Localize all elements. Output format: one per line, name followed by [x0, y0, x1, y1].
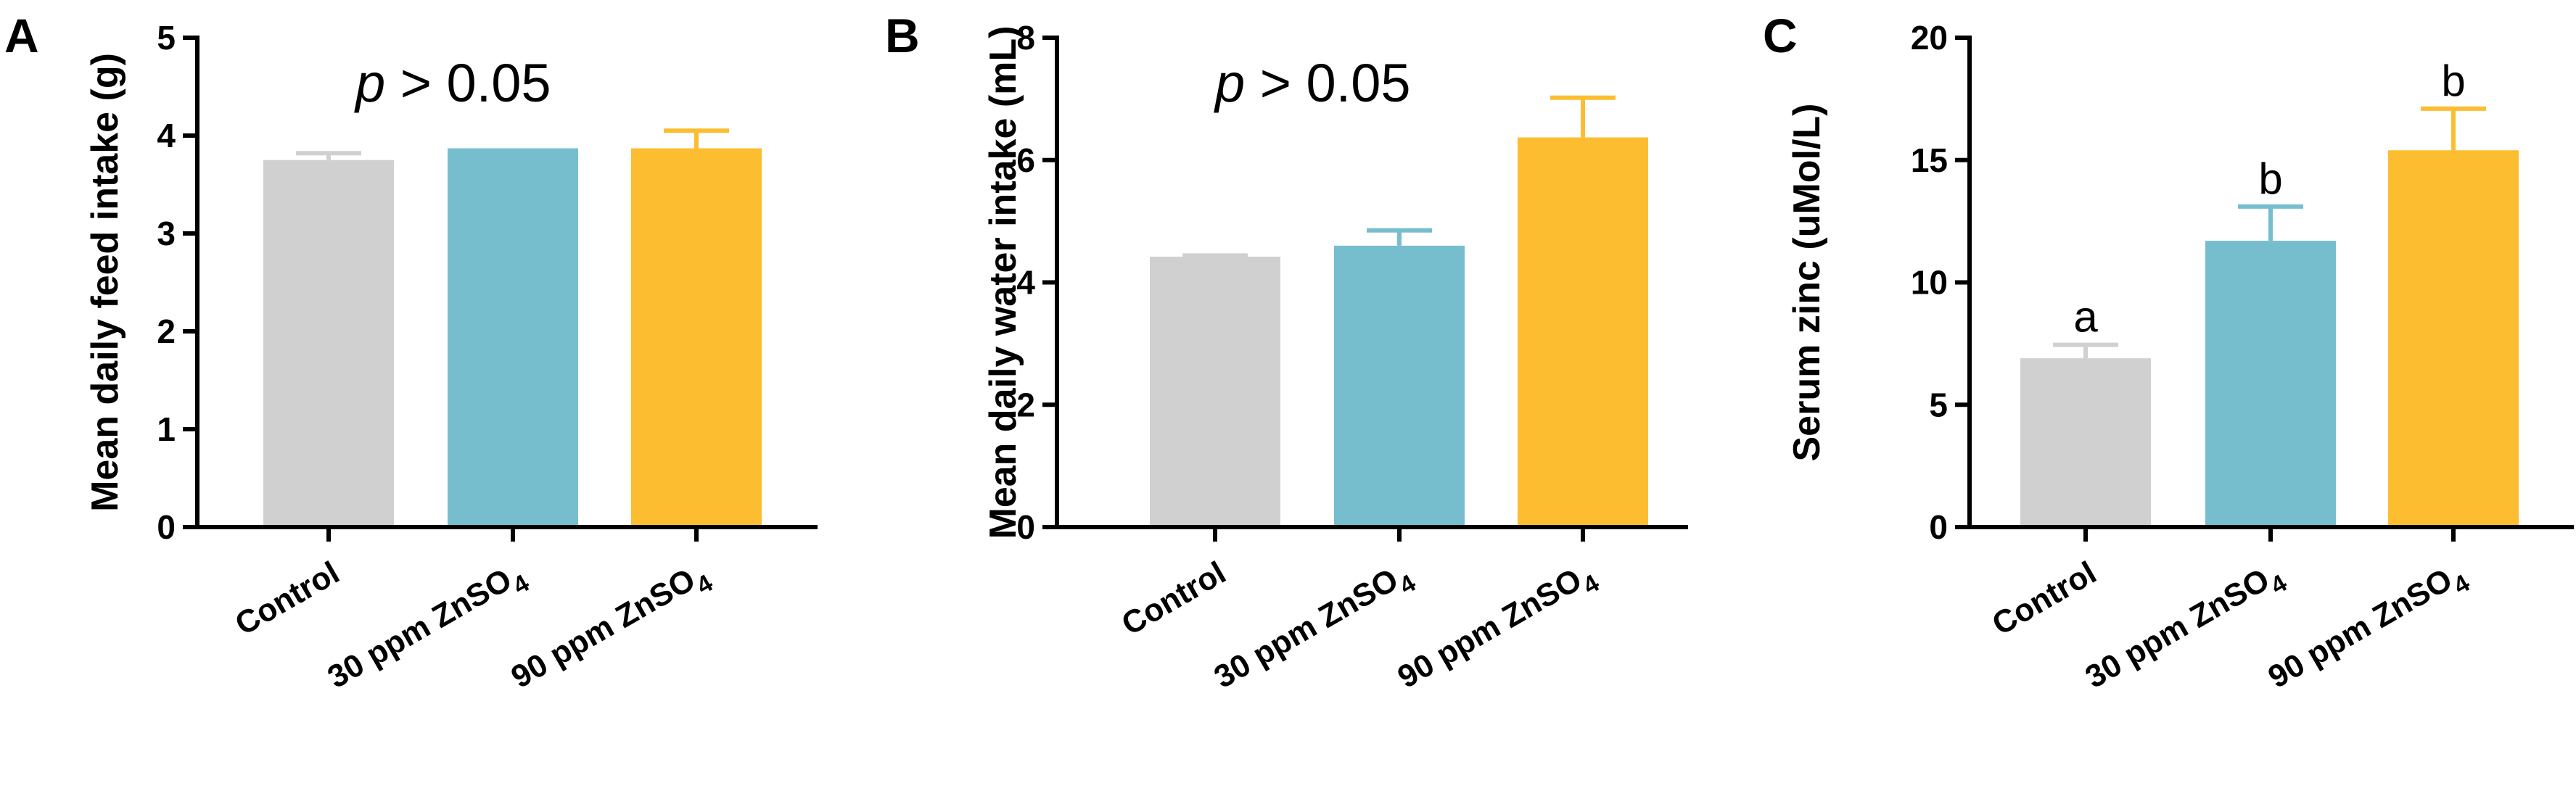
- y-axis-label: Mean daily feed intake (g): [84, 53, 126, 512]
- y-axis-label: Serum zinc (uMol/L): [1786, 104, 1828, 462]
- x-tick-label: Control: [1116, 555, 1232, 642]
- bar: [448, 148, 578, 528]
- y-tick-label: 15: [1911, 141, 1948, 179]
- significance-letter: a: [2073, 293, 2098, 341]
- y-tick-label: 1: [157, 410, 176, 448]
- p-value-annotation: p > 0.05: [354, 53, 551, 113]
- y-axis-label: Mean daily water intake (mL): [982, 26, 1024, 539]
- y-tick-label: 5: [1929, 386, 1948, 423]
- p-value-annotation: p > 0.05: [1214, 53, 1411, 113]
- bar: [631, 148, 762, 528]
- y-tick-label: 20: [1911, 19, 1948, 57]
- significance-letter: b: [2441, 57, 2465, 105]
- bar: [2205, 241, 2336, 527]
- y-tick-label: 2: [157, 312, 176, 350]
- bar: [1150, 257, 1280, 527]
- y-tick-label: 4: [1016, 264, 1035, 302]
- x-tick-label: Control: [229, 555, 345, 642]
- y-tick-label: 8: [1016, 19, 1035, 57]
- y-tick-label: 0: [1929, 508, 1948, 546]
- x-tick-label: 30 ppm ZnSO4: [322, 555, 535, 703]
- bar: [1334, 245, 1465, 527]
- y-tick-label: 3: [157, 215, 176, 252]
- panel-letter: A: [4, 9, 39, 62]
- x-tick-label: 90 ppm ZnSO4: [506, 555, 718, 703]
- x-tick-label: 30 ppm ZnSO4: [1209, 555, 1421, 703]
- bar: [2388, 150, 2519, 527]
- bar: [263, 160, 394, 527]
- panel-letter: C: [1763, 9, 1798, 62]
- bar: [2020, 358, 2151, 527]
- x-tick-label: 90 ppm ZnSO4: [2263, 555, 2475, 703]
- panel-c: C Serum zinc (uMol/L) a b b 0 5 10 15 20 Control30…: [1763, 9, 2574, 703]
- bar: [1518, 137, 1648, 527]
- y-tick-label: 0: [157, 508, 176, 546]
- x-tick-label: 90 ppm ZnSO4: [1392, 555, 1605, 703]
- significance-letter: b: [2258, 154, 2282, 203]
- y-tick-label: 5: [157, 19, 176, 57]
- x-tick-label: 30 ppm ZnSO4: [2080, 555, 2292, 703]
- y-tick-label: 2: [1016, 386, 1035, 423]
- y-tick-label: 10: [1911, 264, 1948, 302]
- y-tick-label: 4: [157, 117, 176, 154]
- panel-b: B Mean daily water intake (mL)0 2 4 6 8 Contro…: [885, 9, 1688, 703]
- panel-letter: B: [885, 9, 920, 62]
- y-tick-label: 0: [1016, 508, 1035, 546]
- x-tick-label: Control: [1986, 555, 2102, 642]
- panel-a: A Mean daily feed intake (g) 0 1 2 3 4 5 Control…: [4, 9, 818, 703]
- y-tick-label: 6: [1016, 141, 1035, 179]
